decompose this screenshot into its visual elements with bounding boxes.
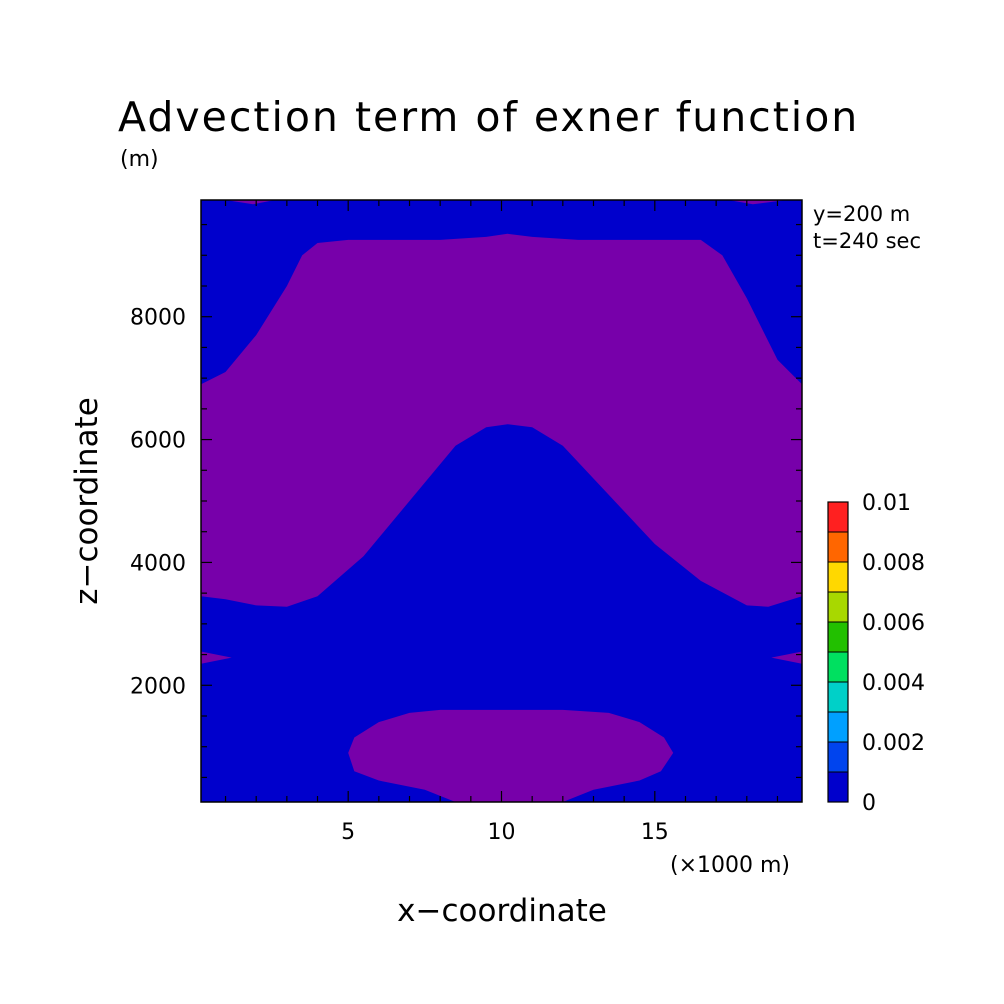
colorbar-label: 0 bbox=[862, 791, 876, 816]
contour-region-top-right-sliver bbox=[728, 200, 787, 205]
colorbar-swatch bbox=[828, 712, 848, 742]
x-tick-label: 10 bbox=[488, 820, 516, 845]
y-tick-label: 2000 bbox=[130, 674, 186, 699]
colorbar-label: 0.002 bbox=[862, 731, 925, 756]
y-tick-label: 8000 bbox=[130, 306, 186, 331]
colorbar-label: 0.004 bbox=[862, 671, 925, 696]
annotation-y: y=200 m bbox=[813, 202, 910, 226]
y-tick-label: 4000 bbox=[130, 551, 186, 576]
colorbar-label: 0.01 bbox=[862, 491, 911, 516]
y-tick-labels: 2000 4000 6000 8000 bbox=[130, 306, 186, 700]
colorbar-labels: 0 0.002 0.004 0.006 0.008 0.01 bbox=[862, 491, 925, 816]
contour-region-right-sliver bbox=[771, 651, 802, 664]
contour-region-left-sliver bbox=[201, 651, 232, 664]
plot-frame bbox=[200, 199, 803, 803]
contour-fills bbox=[201, 200, 802, 802]
x-tick-label: 5 bbox=[341, 820, 355, 845]
colorbar-swatch bbox=[828, 742, 848, 772]
x-axis-label: x−coordinate bbox=[397, 893, 607, 929]
colorbar-label: 0.008 bbox=[862, 551, 925, 576]
colorbar-swatch bbox=[828, 622, 848, 652]
axis-ticks bbox=[201, 200, 802, 802]
contour-region-top-left-sliver bbox=[225, 200, 275, 205]
x-unit-label: (×1000 m) bbox=[670, 853, 790, 878]
x-tick-label: 15 bbox=[641, 820, 669, 845]
contour-region-upper-purple bbox=[201, 233, 802, 607]
chart-title: Advection term of exner function bbox=[118, 93, 859, 141]
colorbar bbox=[827, 501, 849, 803]
x-tick-labels: 5 10 15 bbox=[341, 820, 669, 845]
contour-region-lower-ellipse bbox=[348, 709, 674, 802]
colorbar-swatch bbox=[828, 502, 848, 532]
y-tick-label: 6000 bbox=[130, 429, 186, 454]
colorbar-swatch bbox=[828, 562, 848, 592]
y-axis-label: z−coordinate bbox=[69, 397, 105, 605]
colorbar-swatch bbox=[828, 532, 848, 562]
colorbar-label: 0.006 bbox=[862, 611, 925, 636]
colorbar-frame bbox=[827, 501, 849, 803]
colorbar-swatch bbox=[828, 652, 848, 682]
y-unit-label: (m) bbox=[120, 147, 159, 172]
annotation-t: t=240 sec bbox=[813, 229, 921, 253]
colorbar-swatch bbox=[828, 682, 848, 712]
colorbar-swatch bbox=[828, 592, 848, 622]
colorbar-swatch bbox=[828, 772, 848, 802]
